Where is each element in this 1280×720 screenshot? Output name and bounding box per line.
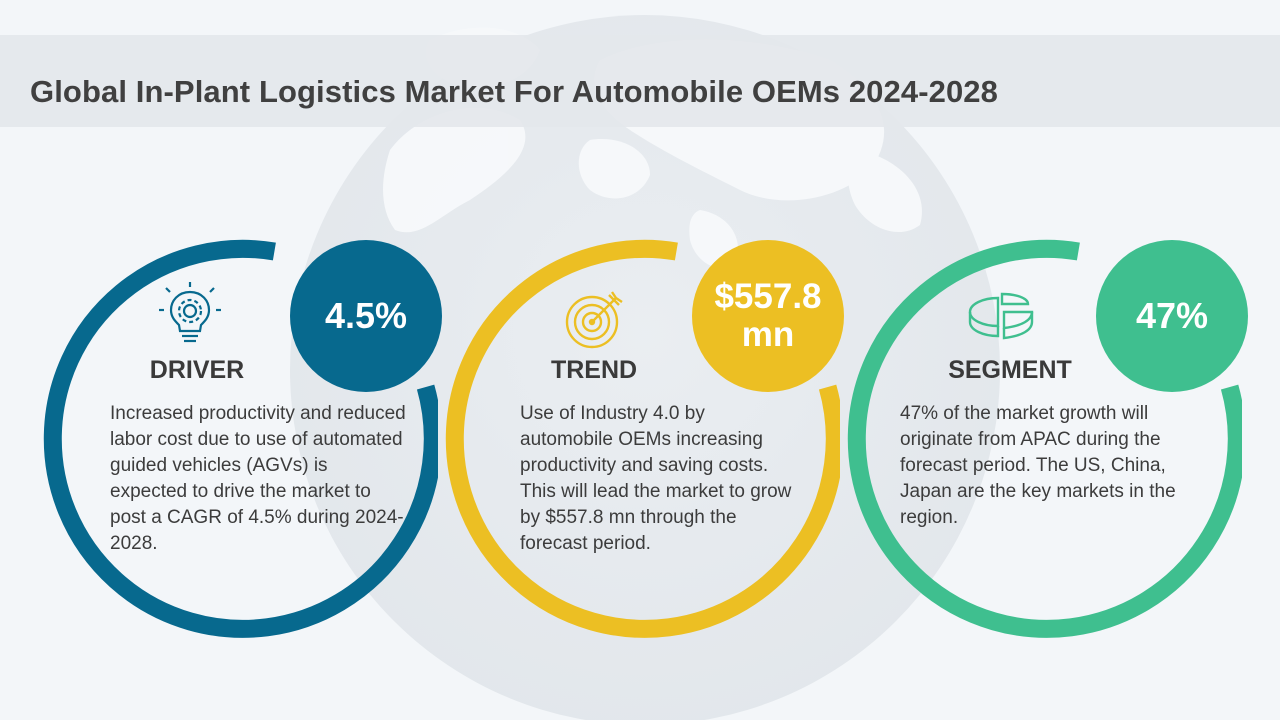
segment-ring [847, 239, 1242, 638]
trend-value-badge: $557.8 mn [692, 240, 844, 392]
driver-value-badge: 4.5% [290, 240, 442, 392]
segment-card: 47% SEGMENT 47% of the market growth wil… [842, 238, 1248, 638]
page-title: Global In-Plant Logistics Market For Aut… [30, 74, 998, 109]
segment-value: 47% [1135, 295, 1209, 336]
driver-ring [43, 239, 438, 638]
trend-description: Use of Industry 4.0 by automobile OEMs i… [520, 403, 792, 554]
driver-card: 4.5% DRIVER Increased productivity and r… [38, 238, 442, 638]
target-arrow-icon [565, 291, 623, 349]
driver-value: 4.5% [324, 295, 408, 336]
trend-ring [445, 239, 840, 638]
lightbulb-gear-icon [159, 282, 221, 343]
trend-label: TREND [550, 356, 638, 384]
driver-description: Increased productivity and reduced labor… [110, 403, 406, 554]
title-band [0, 35, 1280, 127]
segment-description: 47% of the market growth will originate … [900, 403, 1176, 528]
pie-chart-icon [968, 292, 1034, 340]
driver-label: DRIVER [149, 356, 245, 384]
trend-card: $557.8 mn TREND Use of Industry 4.0 by a… [440, 238, 844, 638]
segment-label: SEGMENT [948, 356, 1072, 384]
segment-value-badge: 47% [1096, 240, 1248, 392]
trend-value: $557.8 mn [714, 277, 822, 354]
